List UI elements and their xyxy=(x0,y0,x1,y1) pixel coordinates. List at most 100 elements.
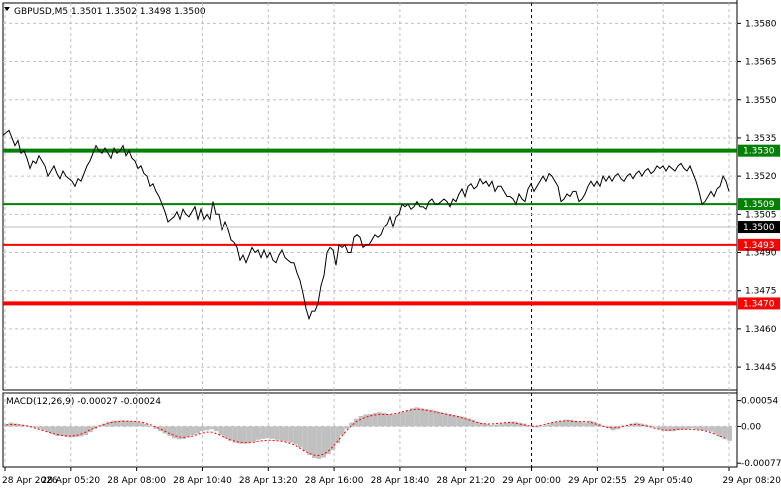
macd-histogram-bar xyxy=(475,421,480,427)
y-tick-label: 1.3565 xyxy=(745,58,777,68)
macd-histogram-bar xyxy=(60,426,65,436)
macd-histogram-bar xyxy=(106,421,112,427)
macd-histogram-bar xyxy=(666,426,672,432)
macd-histogram-bar xyxy=(298,426,303,448)
macd-histogram-bar xyxy=(386,414,392,427)
level-price-tag xyxy=(738,144,780,157)
macd-histogram-bar xyxy=(55,426,60,436)
macd-histogram-bar xyxy=(634,422,639,427)
macd-histogram-bar xyxy=(690,426,695,429)
macd-histogram-bar xyxy=(167,426,172,436)
macd-histogram-bar xyxy=(232,426,238,443)
y-tick-label: 1.3520 xyxy=(745,172,777,182)
macd-histogram-bar xyxy=(368,414,373,427)
macd-histogram-bar xyxy=(554,421,560,427)
macd-histogram-bar xyxy=(606,426,611,429)
macd-histogram-bar xyxy=(466,418,471,427)
macd-histogram-bar xyxy=(312,426,317,458)
price-line-layer: 1.3500 xyxy=(2,129,780,321)
macd-histogram-bar xyxy=(410,408,415,427)
current-price-tag xyxy=(738,221,780,234)
macd-histogram-bar xyxy=(456,415,462,427)
macd-histogram-bar xyxy=(424,409,429,427)
macd-histogram-bar xyxy=(489,424,494,427)
macd-histogram-bar xyxy=(265,426,270,439)
macd-histogram-bar xyxy=(573,420,578,427)
chart-grid xyxy=(3,3,737,467)
macd-histogram-bar xyxy=(214,426,219,432)
macd-histogram-bar xyxy=(172,426,177,439)
x-tick-label: 29 Apr 00:00 xyxy=(502,476,561,486)
price-levels: 1.3530 1.3509 1.3493 1.3470 xyxy=(3,144,780,310)
macd-histogram-bar xyxy=(316,426,322,459)
macd-histogram-bar xyxy=(470,419,476,427)
macd-histogram-bar xyxy=(461,416,466,427)
macd-histogram-bar xyxy=(302,426,308,452)
y-tick-label: 1.3490 xyxy=(745,249,777,259)
macd-histogram-bar xyxy=(442,413,448,427)
macd-histogram-bar xyxy=(22,425,28,427)
macd-histogram-bar xyxy=(354,418,359,427)
macd-histogram-bar xyxy=(46,426,51,433)
macd-histogram-bar xyxy=(153,426,158,429)
macd-histogram-bar xyxy=(293,426,298,445)
x-tick-label: 28 Apr 05:20 xyxy=(41,476,100,486)
x-tick-label: 28 Apr 2026 xyxy=(2,476,58,486)
macd-histogram-bar xyxy=(190,426,196,436)
macd-histogram-bar xyxy=(330,426,336,451)
macd-histogram-bar xyxy=(204,426,210,431)
macd-histogram-bar xyxy=(568,419,574,427)
macd-histogram-bar xyxy=(718,426,723,437)
macd-histogram-bar xyxy=(615,426,620,430)
macd-histogram-bar xyxy=(517,422,522,427)
macd-histogram-bar xyxy=(592,421,597,427)
macd-histogram-bar xyxy=(648,425,653,427)
macd-histogram-bar xyxy=(78,426,84,437)
macd-histogram-bar xyxy=(284,426,289,442)
y-tick-label: 1.3580 xyxy=(745,19,777,29)
level-price-label: 1.3493 xyxy=(743,241,775,251)
macd-histogram-bar xyxy=(438,412,443,427)
macd-histogram-bar xyxy=(727,426,732,441)
macd-title: MACD(12,26,9) -0.00027 -0.00024 xyxy=(6,397,161,407)
macd-y-tick-label: 0.00 xyxy=(741,422,761,432)
macd-histogram-bar xyxy=(652,426,658,428)
macd-histogram-bar xyxy=(610,426,616,431)
macd-histogram-bar xyxy=(405,410,410,427)
x-tick-label: 28 Apr 08:00 xyxy=(107,476,166,486)
macd-histogram-bar xyxy=(134,421,140,427)
macd-histogram-bar xyxy=(200,426,205,432)
macd-histogram-bar xyxy=(638,423,644,427)
macd-histogram-bar xyxy=(223,426,228,438)
macd-histogram-bar xyxy=(288,426,294,443)
macd-histogram-bar xyxy=(162,426,168,434)
macd-histogram-bar xyxy=(550,422,555,427)
macd-histogram-bar xyxy=(708,426,714,432)
macd-histogram-bar xyxy=(120,420,126,427)
y-tick-label: 1.3445 xyxy=(745,363,777,373)
macd-histogram-bar xyxy=(564,419,569,427)
macd-histogram-bar xyxy=(685,426,690,429)
macd-histogram-bar xyxy=(139,422,144,427)
macd-histogram-bar xyxy=(237,426,242,444)
y-tick-label: 1.3505 xyxy=(745,210,777,220)
triangle-down-icon[interactable] xyxy=(4,7,10,11)
y-tick-label: 1.3550 xyxy=(745,96,777,106)
macd-histogram-bar xyxy=(447,414,452,427)
macd-histogram-bar xyxy=(414,407,420,427)
macd-layer: MACD(12,26,9) -0.00027 -0.00024 xyxy=(4,397,732,459)
macd-histogram-bar xyxy=(181,426,186,439)
macd-histogram-bar xyxy=(130,421,135,427)
macd-histogram-bar xyxy=(83,426,88,436)
macd-histogram-bar xyxy=(340,426,345,436)
macd-histogram-bar xyxy=(251,426,256,442)
macd-histogram-bar xyxy=(587,420,592,427)
level-price-label: 1.3509 xyxy=(743,200,775,210)
macd-histogram-bar xyxy=(400,412,406,427)
price-line xyxy=(2,129,730,321)
macd-histogram-bar xyxy=(480,423,485,427)
macd-histogram-bar xyxy=(335,426,340,444)
macd-histogram-bar xyxy=(540,426,546,427)
macd-histogram-bar xyxy=(186,426,191,437)
